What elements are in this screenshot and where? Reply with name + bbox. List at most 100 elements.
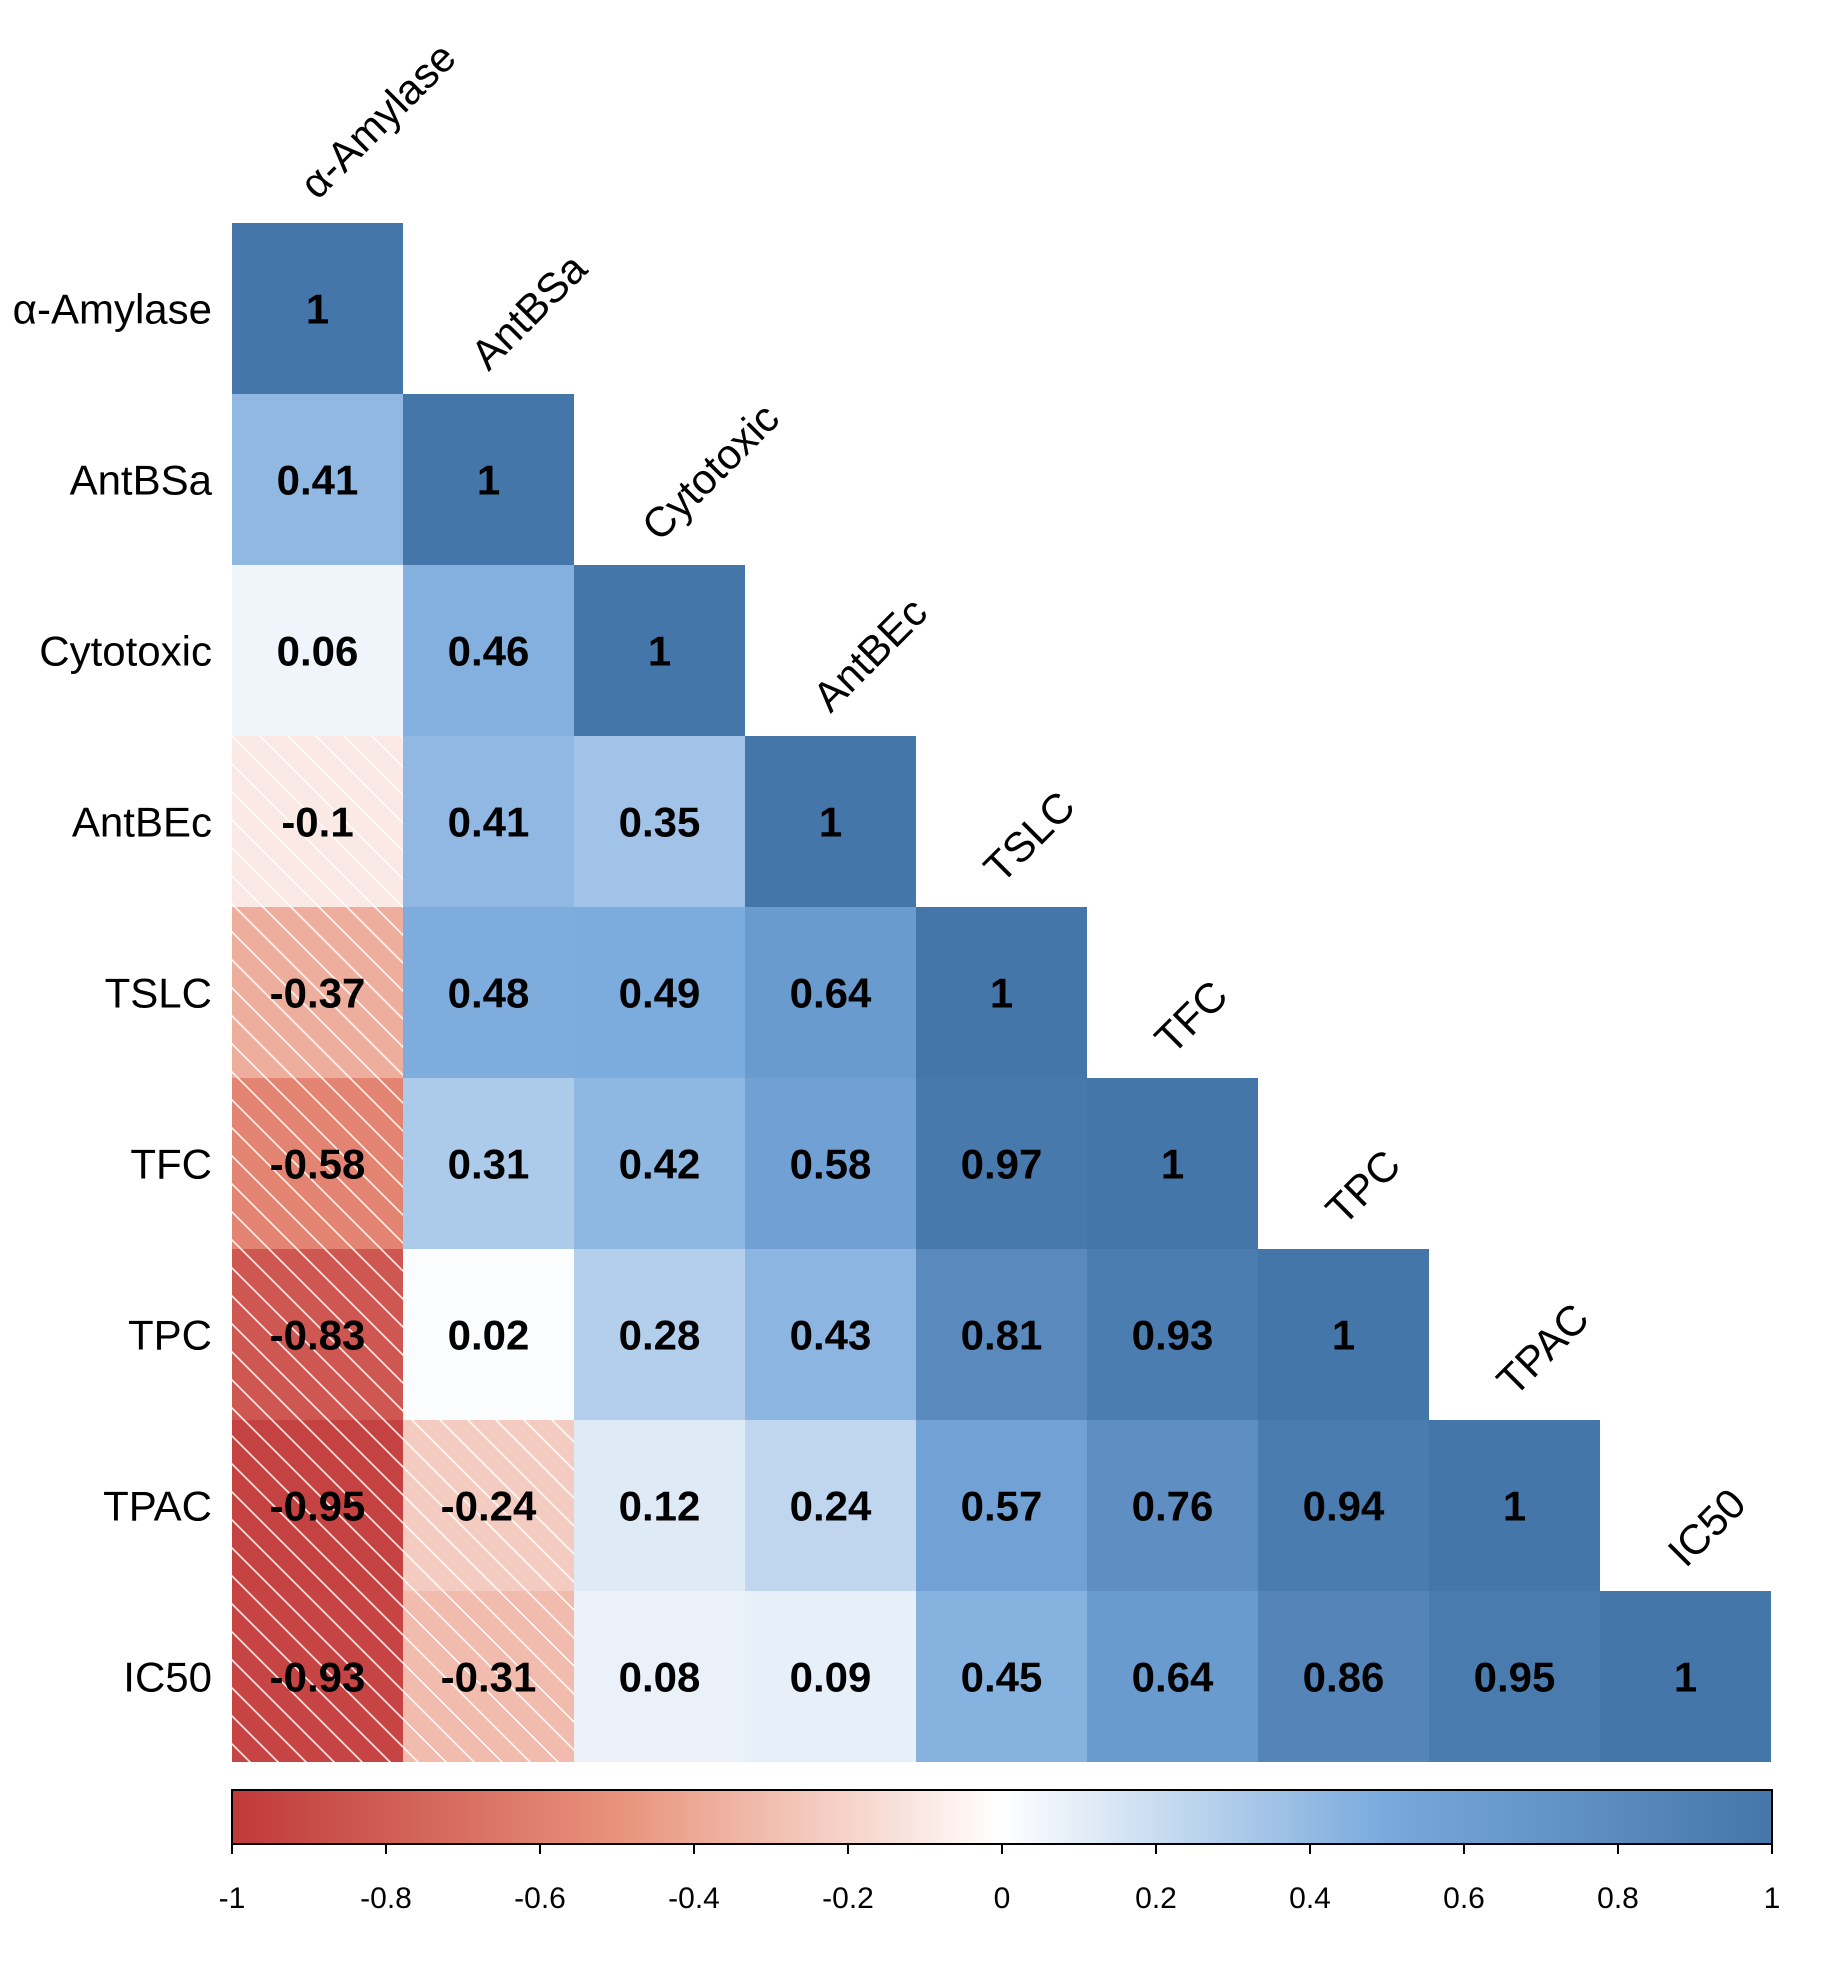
cell-value-6-4: 0.81	[961, 1312, 1043, 1359]
cell-value-7-1: -0.24	[441, 1483, 537, 1530]
cell-value-8-8: 1	[1674, 1654, 1697, 1701]
cell-value-3-1: 0.41	[448, 799, 530, 846]
colorbar-tick-label-6: 0.2	[1135, 1882, 1177, 1915]
row-label-8: IC50	[123, 1654, 212, 1701]
cell-value-7-3: 0.24	[790, 1483, 872, 1530]
cell-value-2-0: 0.06	[277, 628, 359, 675]
heatmap-cell-8-8	[1600, 1591, 1771, 1762]
cell-value-8-0: -0.93	[270, 1654, 366, 1701]
colorbar: -1 -0.8 -0.6 -0.4 -0.2 0 0.2 0.4 0.6 0.8 1	[219, 1789, 1781, 1915]
row-label-0: α-Amylase	[13, 286, 212, 333]
cell-value-6-5: 0.93	[1132, 1312, 1214, 1359]
cell-value-5-3: 0.58	[790, 1141, 872, 1188]
heatmap-cell-6-2	[574, 1249, 745, 1420]
column-label-3: AntBEc	[804, 588, 936, 720]
cell-value-1-0: 0.41	[277, 457, 359, 504]
heatmap-cell-2-0	[232, 565, 403, 736]
hatch-overlay-3-0	[232, 736, 403, 907]
hatch-overlay-5-0	[232, 1078, 403, 1249]
column-label-0: α-Amylase	[291, 33, 465, 207]
cell-value-7-5: 0.76	[1132, 1483, 1214, 1530]
cell-value-5-2: 0.42	[619, 1141, 701, 1188]
heatmap-cell-2-2	[574, 565, 745, 736]
heatmap-cell-7-7	[1429, 1420, 1600, 1591]
heatmap-cell-6-4	[916, 1249, 1087, 1420]
heatmap-cell-3-3	[745, 736, 916, 907]
heatmap-cell-3-2	[574, 736, 745, 907]
heatmap-cell-5-5	[1087, 1078, 1258, 1249]
cell-value-7-6: 0.94	[1303, 1483, 1385, 1530]
hatch-overlay-7-1	[403, 1420, 574, 1591]
cell-value-5-0: -0.58	[270, 1141, 366, 1188]
heatmap-cell-6-1	[403, 1249, 574, 1420]
column-label-1: AntBSa	[462, 244, 596, 378]
cell-value-6-3: 0.43	[790, 1312, 872, 1359]
cell-value-8-6: 0.86	[1303, 1654, 1385, 1701]
colorbar-tick-label-0: -1	[219, 1882, 246, 1915]
row-label-3: AntBEc	[72, 799, 212, 846]
colorbar-tick-label-5: 0	[994, 1882, 1011, 1915]
heatmap-cell-4-2	[574, 907, 745, 1078]
heatmap-cell-7-6	[1258, 1420, 1429, 1591]
heatmap-cell-8-4	[916, 1591, 1087, 1762]
heatmap-cell-2-1	[403, 565, 574, 736]
cell-value-7-0: -0.95	[270, 1483, 366, 1530]
colorbar-gradient-bar	[231, 1789, 1773, 1845]
cell-value-5-1: 0.31	[448, 1141, 530, 1188]
cell-value-4-2: 0.49	[619, 970, 701, 1017]
row-label-7: TPAC	[103, 1483, 212, 1530]
heatmap-cell-7-5	[1087, 1420, 1258, 1591]
heatmap-cell-0-0	[232, 223, 403, 394]
heatmap-cell-5-2	[574, 1078, 745, 1249]
heatmap-cell-7-4	[916, 1420, 1087, 1591]
cell-value-8-5: 0.64	[1132, 1654, 1214, 1701]
hatch-overlay-7-0	[232, 1420, 403, 1591]
cell-value-8-3: 0.09	[790, 1654, 872, 1701]
column-label-2: Cytotoxic	[633, 394, 788, 549]
heatmap-cell-5-3	[745, 1078, 916, 1249]
cell-value-4-1: 0.48	[448, 970, 530, 1017]
row-label-5: TFC	[130, 1141, 212, 1188]
cell-value-3-3: 1	[819, 799, 842, 846]
cell-value-1-1: 1	[477, 457, 500, 504]
heatmap-cell-1-1	[403, 394, 574, 565]
cell-value-6-1: 0.02	[448, 1312, 530, 1359]
cell-value-7-7: 1	[1503, 1483, 1526, 1530]
hatch-overlay-4-0	[232, 907, 403, 1078]
heatmap-cell-4-1	[403, 907, 574, 1078]
row-labels: α-Amylase AntBSa Cytotoxic AntBEc TSLC TFC TPC…	[13, 286, 213, 1701]
row-label-1: AntBSa	[70, 457, 213, 504]
heatmap-cell-5-4	[916, 1078, 1087, 1249]
heatmap-cell-6-6	[1258, 1249, 1429, 1420]
cell-value-2-1: 0.46	[448, 628, 530, 675]
cell-value-8-1: -0.31	[441, 1654, 537, 1701]
hatch-overlay-6-0	[232, 1249, 403, 1420]
heatmap-cell-7-2	[574, 1420, 745, 1591]
heatmap-cell-4-3	[745, 907, 916, 1078]
colorbar-tick-label-2: -0.6	[514, 1882, 566, 1915]
column-label-4: TSLC	[975, 782, 1084, 891]
cell-value-6-6: 1	[1332, 1312, 1355, 1359]
heatmap-cell-8-3	[745, 1591, 916, 1762]
row-label-2: Cytotoxic	[39, 628, 212, 675]
column-label-5: TFC	[1146, 971, 1237, 1062]
cell-value-4-0: -0.37	[270, 970, 366, 1017]
heatmap-cell-6-3	[745, 1249, 916, 1420]
cell-value-7-4: 0.57	[961, 1483, 1043, 1530]
cell-value-3-0: -0.1	[281, 799, 353, 846]
colorbar-tick-label-9: 0.8	[1597, 1882, 1639, 1915]
heatmap-cell-8-2	[574, 1591, 745, 1762]
heatmap-cell-1-0	[232, 394, 403, 565]
colorbar-tick-label-10: 1	[1764, 1882, 1781, 1915]
cell-value-7-2: 0.12	[619, 1483, 701, 1530]
cell-value-4-4: 1	[990, 970, 1013, 1017]
cell-value-0-0: 1	[306, 286, 329, 333]
heatmap-cell-7-3	[745, 1420, 916, 1591]
column-label-7: TPAC	[1488, 1294, 1598, 1404]
cell-value-8-2: 0.08	[619, 1654, 701, 1701]
heatmap-cell-4-4	[916, 907, 1087, 1078]
cell-value-4-3: 0.64	[790, 970, 872, 1017]
heatmap-cell-8-7	[1429, 1591, 1600, 1762]
